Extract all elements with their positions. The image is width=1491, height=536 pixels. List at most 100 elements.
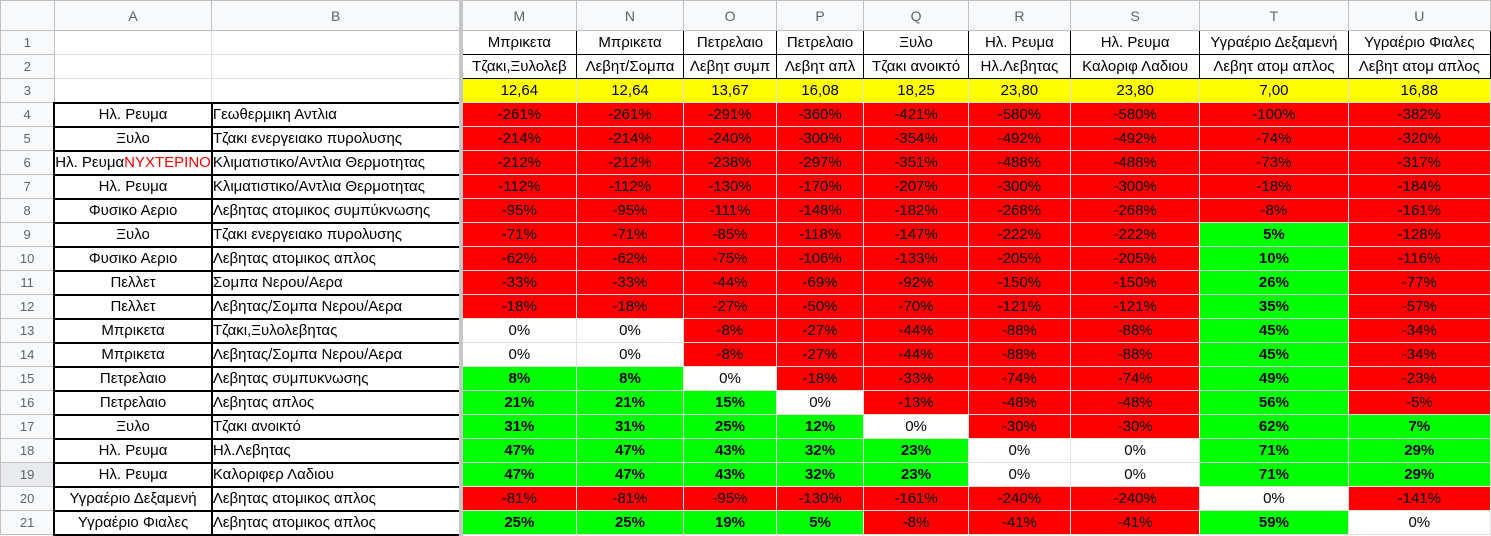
value-cell[interactable]: -147% <box>863 222 969 247</box>
value-cell[interactable]: -48% <box>967 390 1072 415</box>
row-header[interactable]: 10 <box>0 246 55 271</box>
system-label-cell[interactable]: Σομπα Νερου/Αερα <box>210 269 463 296</box>
value-cell[interactable]: -214% <box>460 126 577 151</box>
value-cell[interactable]: 59% <box>1199 510 1349 535</box>
value-cell[interactable]: -212% <box>575 150 685 175</box>
column-header-b[interactable]: B <box>211 0 463 31</box>
price-cell[interactable]: 13,67 <box>683 78 777 103</box>
system-label-cell[interactable]: Τζακι ενεργειακο πυρολυσης <box>210 221 463 248</box>
value-cell[interactable]: -382% <box>1347 102 1491 127</box>
value-cell[interactable]: -150% <box>967 270 1072 295</box>
value-cell[interactable]: 21% <box>460 390 577 415</box>
row-header[interactable]: 15 <box>0 366 55 391</box>
header-cell[interactable]: Τζακι ανοικτό <box>863 54 969 79</box>
value-cell[interactable]: -8% <box>863 510 969 535</box>
value-cell[interactable]: -95% <box>575 198 685 223</box>
fuel-label-cell[interactable]: Πελλετ <box>53 293 213 320</box>
value-cell[interactable]: -23% <box>1347 366 1491 391</box>
column-header-n[interactable]: N <box>575 0 685 31</box>
system-label-cell[interactable]: Κλιματιστικο/Αντλια Θερμοτητας <box>210 149 463 176</box>
value-cell[interactable]: -71% <box>460 222 577 247</box>
value-cell[interactable]: 71% <box>1199 462 1349 487</box>
value-cell[interactable]: -300% <box>775 126 865 151</box>
value-cell[interactable]: -130% <box>775 486 865 511</box>
value-cell[interactable]: 23% <box>863 438 969 463</box>
value-cell[interactable]: -27% <box>775 318 865 343</box>
system-label-cell[interactable]: Λεβητας απλος <box>210 389 463 416</box>
value-cell[interactable]: -77% <box>1347 270 1491 295</box>
value-cell[interactable]: -81% <box>460 486 577 511</box>
fuel-label-cell[interactable]: Μπρικετα <box>53 341 213 368</box>
fuel-label-cell[interactable]: Υγραέριο Φιαλες <box>53 509 213 536</box>
value-cell[interactable]: -95% <box>460 198 577 223</box>
value-cell[interactable]: -74% <box>1199 126 1349 151</box>
value-cell[interactable]: -88% <box>967 342 1072 367</box>
value-cell[interactable]: 71% <box>1199 438 1349 463</box>
row-header[interactable]: 8 <box>0 198 55 223</box>
row-header[interactable]: 11 <box>0 270 55 295</box>
value-cell[interactable]: -121% <box>967 294 1072 319</box>
header-cell[interactable]: Ξυλο <box>863 30 969 55</box>
value-cell[interactable]: -116% <box>1347 246 1491 271</box>
value-cell[interactable]: 35% <box>1199 294 1349 319</box>
column-header-r[interactable]: R <box>967 0 1072 31</box>
row-header[interactable]: 6 <box>0 150 55 175</box>
value-cell[interactable]: -18% <box>775 366 865 391</box>
value-cell[interactable]: 26% <box>1199 270 1349 295</box>
value-cell[interactable]: -73% <box>1199 150 1349 175</box>
value-cell[interactable]: 31% <box>575 414 685 439</box>
value-cell[interactable]: -133% <box>863 246 969 271</box>
value-cell[interactable]: -297% <box>775 150 865 175</box>
header-cell[interactable]: Καλοριφ Λαδιου <box>1069 54 1201 79</box>
fuel-label-cell[interactable]: Φυσικο Αεριο <box>53 245 213 272</box>
value-cell[interactable]: -30% <box>967 414 1072 439</box>
value-cell[interactable]: -18% <box>460 294 577 319</box>
value-cell[interactable]: -8% <box>1199 198 1349 223</box>
price-cell[interactable]: 16,08 <box>775 78 865 103</box>
header-cell[interactable]: Λεβητ/Σομπα <box>575 54 685 79</box>
value-cell[interactable]: -317% <box>1347 150 1491 175</box>
value-cell[interactable]: -44% <box>863 318 969 343</box>
value-cell[interactable]: -18% <box>575 294 685 319</box>
row-header[interactable]: 3 <box>0 78 55 103</box>
value-cell[interactable]: -112% <box>575 174 685 199</box>
column-header-m[interactable]: M <box>460 0 577 31</box>
value-cell[interactable]: -33% <box>575 270 685 295</box>
value-cell[interactable]: -205% <box>967 246 1072 271</box>
value-cell[interactable]: -70% <box>863 294 969 319</box>
value-cell[interactable]: -261% <box>460 102 577 127</box>
row-header[interactable]: 7 <box>0 174 55 199</box>
value-cell[interactable]: 0% <box>683 366 777 391</box>
value-cell[interactable]: 25% <box>460 510 577 535</box>
value-cell[interactable]: -205% <box>1069 246 1201 271</box>
fuel-label-cell[interactable]: Υγραέριο Δεξαμενή <box>53 485 213 512</box>
value-cell[interactable]: 0% <box>967 438 1072 463</box>
value-cell[interactable]: 0% <box>1199 486 1349 511</box>
value-cell[interactable]: -354% <box>863 126 969 151</box>
header-cell[interactable]: Ηλ. Ρευμα <box>967 30 1072 55</box>
fuel-label-cell[interactable]: Πετρελαιο <box>53 365 213 392</box>
value-cell[interactable]: -8% <box>683 342 777 367</box>
value-cell[interactable]: -95% <box>683 486 777 511</box>
select-all-corner[interactable] <box>0 0 55 31</box>
fuel-label-cell[interactable]: Ηλ. Ρευμα <box>53 173 213 200</box>
value-cell[interactable]: 7% <box>1347 414 1491 439</box>
row-header[interactable]: 14 <box>0 342 55 367</box>
fuel-label-cell[interactable]: Μπρικετα <box>53 317 213 344</box>
value-cell[interactable]: -488% <box>1069 150 1201 175</box>
value-cell[interactable]: 29% <box>1347 438 1491 463</box>
value-cell[interactable]: -421% <box>863 102 969 127</box>
system-label-cell[interactable]: Τζακι ενεργειακο πυρολυσης <box>210 125 463 152</box>
price-cell[interactable]: 16,88 <box>1347 78 1491 103</box>
header-cell[interactable]: Ηλ.Λεβητας <box>967 54 1072 79</box>
value-cell[interactable]: 0% <box>1347 510 1491 535</box>
value-cell[interactable]: -170% <box>775 174 865 199</box>
value-cell[interactable]: -240% <box>967 486 1072 511</box>
value-cell[interactable]: -34% <box>1347 342 1491 367</box>
value-cell[interactable]: -74% <box>967 366 1072 391</box>
value-cell[interactable]: -268% <box>967 198 1072 223</box>
value-cell[interactable]: -238% <box>683 150 777 175</box>
value-cell[interactable]: 12% <box>775 414 865 439</box>
row-header[interactable]: 9 <box>0 222 55 247</box>
